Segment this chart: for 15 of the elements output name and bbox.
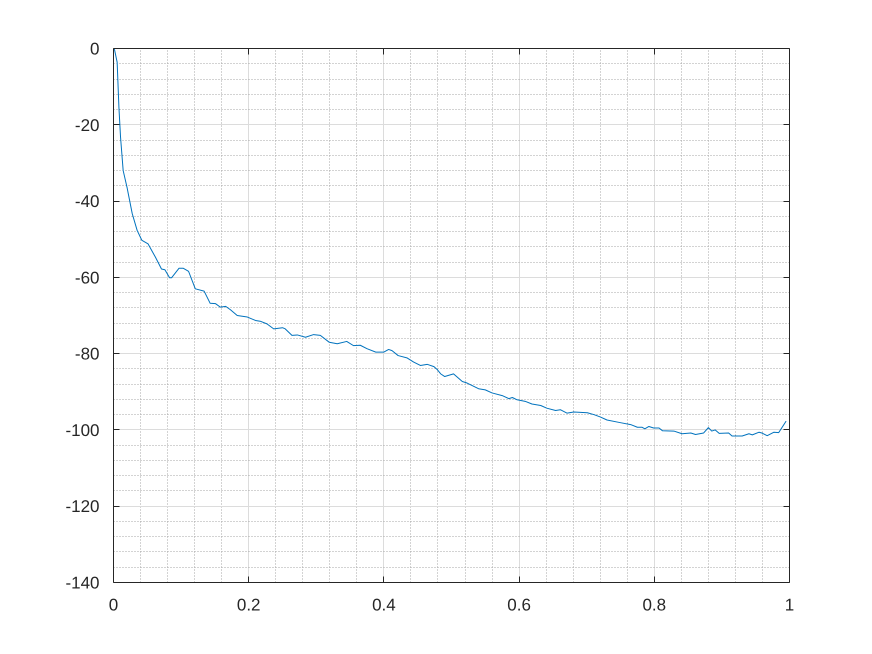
x-tick-label: 0: [108, 596, 118, 614]
x-tick-label: 0.2: [236, 596, 261, 614]
x-tick-label: 0.6: [507, 596, 531, 614]
y-tick-label: -100: [65, 420, 100, 440]
y-tick-label: -60: [74, 268, 100, 288]
x-tick-label: 1: [784, 596, 794, 614]
x-tick-label: 0.4: [372, 596, 396, 614]
y-tick-label: -40: [74, 192, 100, 212]
y-tick-label: -120: [65, 497, 100, 516]
y-tick-label: -20: [74, 116, 100, 135]
y-tick-label: -80: [74, 344, 100, 364]
line-series: [114, 48, 787, 437]
x-tick-label: 0.8: [642, 596, 666, 614]
y-tick-label: 0: [90, 40, 100, 58]
y-tick-label: -140: [65, 574, 100, 592]
